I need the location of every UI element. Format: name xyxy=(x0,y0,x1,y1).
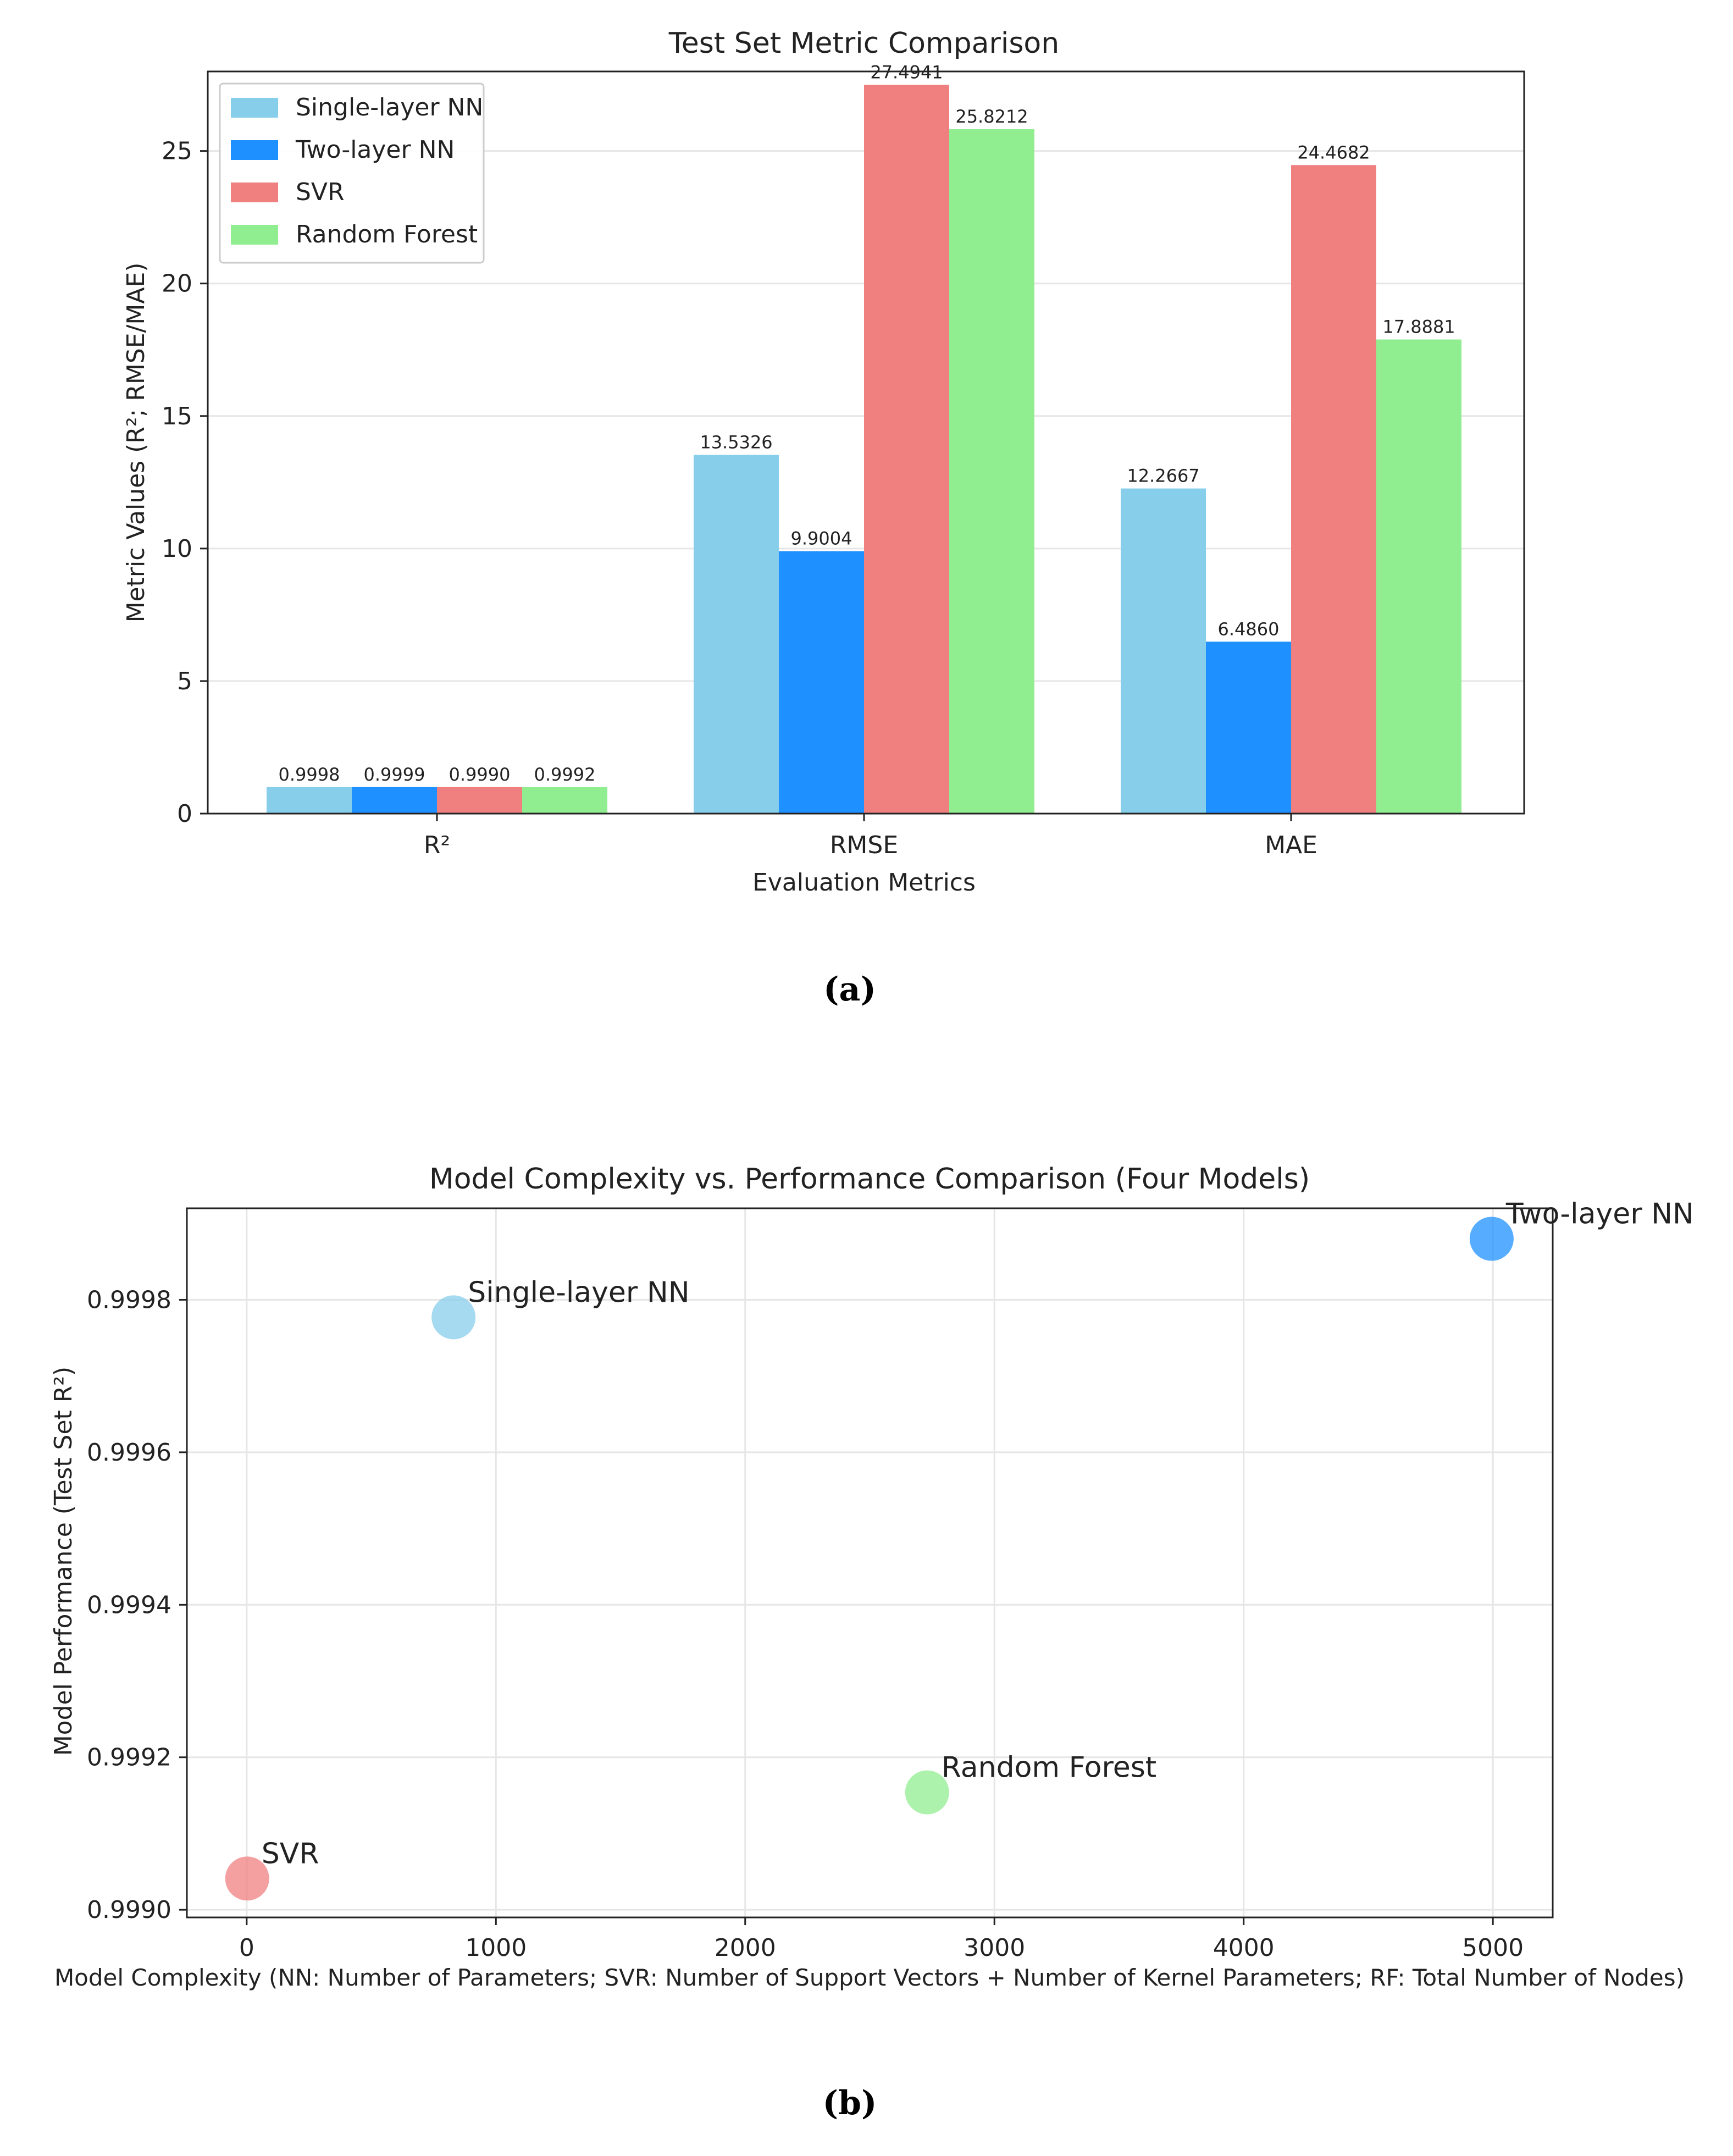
bar-svr-mae xyxy=(1291,165,1376,814)
point-label-two-layer-nn: Two-layer NN xyxy=(1505,1197,1694,1230)
legend-swatch-random-forest xyxy=(231,225,278,245)
x-tick-label: 0 xyxy=(239,1934,254,1962)
bar-single-layer-nn-mae xyxy=(1121,488,1206,814)
legend-swatch-two-layer-nn xyxy=(231,140,278,160)
bar-value-label: 0.9999 xyxy=(364,764,425,785)
y-tick-label: 15 xyxy=(162,402,192,430)
x-axis-label: Evaluation Metrics xyxy=(752,869,976,897)
point-svr xyxy=(225,1856,269,1901)
legend-label-two-layer-nn: Two-layer NN xyxy=(295,136,455,164)
bar-single-layer-nn-r xyxy=(267,787,352,814)
bar-random-forest-rmse xyxy=(949,129,1034,814)
bar-value-label: 17.8881 xyxy=(1382,317,1455,338)
bar-value-label: 9.9004 xyxy=(791,528,852,549)
y-tick-label: 0.9998 xyxy=(87,1286,171,1314)
chart-title: Model Complexity vs. Performance Compari… xyxy=(429,1163,1310,1196)
y-tick-label: 0.9990 xyxy=(87,1896,171,1924)
x-tick-label: 3000 xyxy=(964,1934,1025,1962)
bar-value-label: 25.8212 xyxy=(955,106,1028,127)
point-two-layer-nn xyxy=(1469,1217,1514,1261)
y-tick-label: 5 xyxy=(177,667,192,695)
legend-label-svr: SVR xyxy=(296,178,345,206)
y-axis-ticks: 0 5 10 15 20 25 xyxy=(162,137,208,828)
bar-two-layer-nn-rmse xyxy=(779,551,864,814)
y-tick-label: 20 xyxy=(162,270,192,298)
legend-swatch-svr xyxy=(231,183,278,202)
chart-title: Test Set Metric Comparison xyxy=(668,27,1059,60)
bar-random-forest-mae xyxy=(1376,339,1461,814)
x-tick-label: 2000 xyxy=(715,1934,776,1962)
y-tick-label: 0.9992 xyxy=(87,1744,171,1772)
x-axis-ticks: R² RMSE MAE xyxy=(424,814,1317,859)
bar-value-label: 13.5326 xyxy=(700,432,772,453)
legend-label-single-layer-nn: Single-layer NN xyxy=(296,93,483,121)
point-labels: Single-layer NN Two-layer NN SVR Random For… xyxy=(262,1197,1694,1870)
bar-value-label: 12.2667 xyxy=(1127,466,1199,487)
bar-single-layer-nn-rmse xyxy=(694,455,779,814)
x-tick-label: RMSE xyxy=(830,831,898,859)
legend-label-random-forest: Random Forest xyxy=(296,220,478,248)
bar-value-label: 0.9990 xyxy=(449,764,511,785)
point-label-svr: SVR xyxy=(262,1837,319,1870)
plot-frame xyxy=(186,1207,1554,1919)
points xyxy=(225,1217,1514,1901)
bar-two-layer-nn-mae xyxy=(1206,642,1291,814)
x-axis-ticks: 0 1000 2000 3000 4000 5000 xyxy=(239,1917,1524,1962)
point-random-forest xyxy=(905,1770,949,1815)
x-axis-label: Model Complexity (NN: Number of Paramete… xyxy=(54,1964,1685,1991)
bar-random-forest-r xyxy=(522,787,607,814)
plot-frame xyxy=(207,70,1525,815)
bar-value-label: 0.9998 xyxy=(279,764,340,785)
y-tick-label: 0.9994 xyxy=(87,1591,171,1619)
caption-b: (b) xyxy=(823,2084,877,2122)
y-axis-ticks: 0.9990 0.9992 0.9994 0.9996 0.9998 xyxy=(87,1286,187,1924)
point-label-single-layer-nn: Single-layer NN xyxy=(468,1276,689,1309)
bar-two-layer-nn-r xyxy=(352,787,437,814)
x-tick-label: 4000 xyxy=(1213,1934,1275,1962)
x-tick-label: MAE xyxy=(1265,831,1317,859)
y-axis-label: Model Performance (Test Set R²) xyxy=(49,1367,77,1756)
y-tick-label: 0.9996 xyxy=(87,1439,171,1467)
bars xyxy=(267,85,1461,814)
point-single-layer-nn xyxy=(431,1295,476,1340)
bar-value-label: 24.4682 xyxy=(1297,142,1370,163)
caption-a: (a) xyxy=(823,970,876,1009)
grid xyxy=(187,1208,1553,1917)
point-label-random-forest: Random Forest xyxy=(942,1751,1156,1784)
x-tick-label: 5000 xyxy=(1462,1934,1524,1962)
legend-swatch-single-layer-nn xyxy=(231,98,278,118)
x-tick-label: 1000 xyxy=(465,1934,527,1962)
x-tick-label: R² xyxy=(424,831,450,859)
bar-chart: Test Set Metric Comparison 0.9998 0.9999 0… xyxy=(122,27,1525,897)
scatter-chart: Model Complexity vs. Performance Compari… xyxy=(49,1163,1694,1991)
legend: Single-layer NN Two-layer NN SVR Random … xyxy=(219,82,485,264)
y-axis-label: Metric Values (R²; RMSE/MAE) xyxy=(122,263,150,623)
y-tick-label: 25 xyxy=(162,137,192,165)
bar-svr-rmse xyxy=(864,85,949,814)
legend-frame xyxy=(219,82,485,264)
bar-value-labels: 0.9998 0.9999 0.9990 0.999213.53269.900427.… xyxy=(279,62,1455,784)
y-tick-label: 10 xyxy=(162,535,192,563)
bar-value-label: 6.4860 xyxy=(1218,618,1280,639)
y-tick-label: 0 xyxy=(177,800,192,828)
bar-svr-r xyxy=(437,787,522,814)
bar-value-label: 0.9992 xyxy=(534,764,596,785)
